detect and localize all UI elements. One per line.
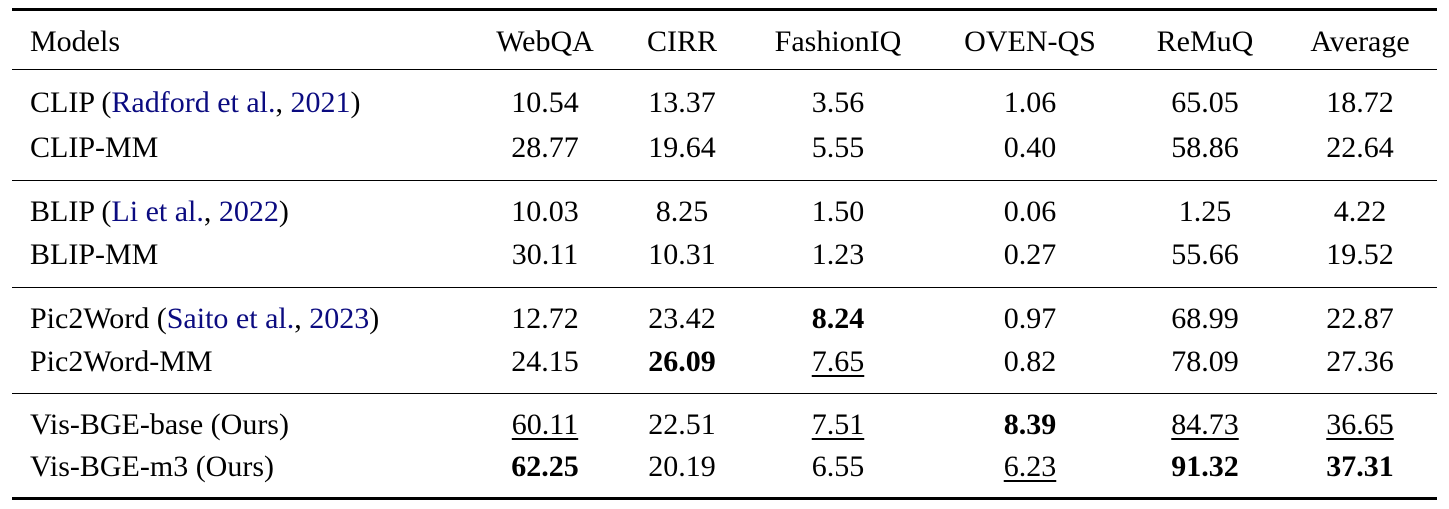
model-name: Vis-BGE-m3 (Ours) (30, 450, 274, 484)
model-name-text: CLIP (30, 86, 94, 119)
citation-year-link[interactable]: 2022 (218, 195, 279, 228)
group-rule (12, 393, 1437, 395)
citation-author-link[interactable]: Saito et al. (166, 302, 295, 335)
score-cell: 36.65 (1326, 408, 1394, 441)
model-name: CLIP (Radford et al., 2021) (30, 86, 361, 120)
score-cell: 68.99 (1171, 302, 1239, 335)
group-rule (12, 287, 1437, 289)
citation-open-paren: ( (149, 302, 167, 335)
score-cell: 62.25 (511, 450, 579, 483)
score-cell: 10.03 (511, 195, 579, 228)
score-cell: 60.11 (511, 408, 579, 441)
score-cell: 1.06 (1003, 86, 1057, 119)
score-cell: 84.73 (1171, 408, 1239, 441)
bottom-rule (12, 497, 1437, 500)
model-name-text: BLIP-MM (30, 238, 159, 271)
header-column: ReMuQ (1156, 25, 1254, 58)
top-rule (12, 8, 1437, 11)
score-cell: 24.15 (511, 345, 579, 378)
score-cell: 27.36 (1326, 345, 1394, 378)
citation-separator: , (275, 86, 291, 119)
score-cell: 26.09 (648, 345, 716, 378)
citation-close-paren: ) (278, 195, 289, 228)
score-cell: 0.97 (1003, 302, 1057, 335)
score-cell: 30.11 (511, 238, 579, 271)
score-cell: 22.87 (1326, 302, 1394, 335)
score-cell: 1.23 (811, 238, 865, 271)
score-cell: 4.22 (1333, 195, 1387, 228)
header-models: Models (30, 25, 120, 58)
score-cell: 65.05 (1171, 86, 1239, 119)
score-cell: 0.27 (1003, 238, 1057, 271)
score-cell: 1.50 (811, 195, 865, 228)
score-cell: 7.51 (811, 408, 865, 441)
model-name: BLIP-MM (30, 238, 158, 272)
score-cell: 19.64 (648, 131, 716, 164)
score-cell: 19.52 (1326, 238, 1394, 271)
group-rule (12, 180, 1437, 182)
score-cell: 18.72 (1326, 86, 1394, 119)
score-cell: 0.82 (1003, 345, 1057, 378)
model-name: Vis-BGE-base (Ours) (30, 408, 289, 442)
score-cell: 8.39 (1003, 408, 1057, 441)
header-column: OVEN-QS (964, 25, 1096, 58)
citation-open-paren: ( (93, 86, 112, 119)
score-cell: 28.77 (511, 131, 579, 164)
model-name-text: Pic2Word-MM (30, 345, 213, 378)
model-name: Pic2Word-MM (30, 345, 213, 379)
score-cell: 58.86 (1171, 131, 1239, 164)
score-cell: 5.55 (811, 131, 865, 164)
header-rule (12, 69, 1437, 71)
score-cell: 78.09 (1171, 345, 1239, 378)
score-cell: 6.23 (1003, 450, 1057, 483)
citation-author-link[interactable]: Radford et al. (111, 86, 276, 119)
score-cell: 37.31 (1326, 450, 1394, 483)
header-column: WebQA (496, 25, 594, 58)
citation-close-paren: ) (350, 86, 361, 119)
score-cell: 0.06 (1003, 195, 1057, 228)
model-name-text: Vis-BGE-m3 (Ours) (30, 450, 274, 483)
score-cell: 20.19 (648, 450, 716, 483)
score-cell: 8.25 (655, 195, 709, 228)
citation-open-paren: ( (93, 195, 112, 228)
header-column: FashionIQ (774, 25, 902, 58)
score-cell: 91.32 (1171, 450, 1239, 483)
score-cell: 55.66 (1171, 238, 1239, 271)
model-name: Pic2Word (Saito et al., 2023) (30, 302, 379, 336)
score-cell: 12.72 (511, 302, 579, 335)
score-cell: 3.56 (811, 86, 865, 119)
citation-separator: , (203, 195, 219, 228)
citation-year-link[interactable]: 2023 (309, 302, 370, 335)
score-cell: 10.54 (511, 86, 579, 119)
model-name: CLIP-MM (30, 131, 158, 165)
score-cell: 1.25 (1178, 195, 1232, 228)
score-cell: 10.31 (648, 238, 716, 271)
header-column: Average (1310, 25, 1410, 58)
citation-separator: , (294, 302, 310, 335)
score-cell: 0.40 (1003, 131, 1057, 164)
citation-author-link[interactable]: Li et al. (111, 195, 204, 228)
model-name-text: BLIP (30, 195, 94, 228)
score-cell: 7.65 (811, 345, 865, 378)
model-name-text: CLIP-MM (30, 131, 159, 164)
model-name: BLIP (Li et al., 2022) (30, 195, 289, 229)
score-cell: 23.42 (648, 302, 716, 335)
model-name-text: Vis-BGE-base (Ours) (30, 408, 289, 441)
score-cell: 13.37 (648, 86, 716, 119)
header-column: CIRR (646, 25, 718, 58)
score-cell: 8.24 (811, 302, 865, 335)
citation-year-link[interactable]: 2021 (290, 86, 351, 119)
citation-close-paren: ) (369, 302, 380, 335)
score-cell: 6.55 (811, 450, 865, 483)
model-name-text: Pic2Word (30, 302, 150, 335)
score-cell: 22.64 (1326, 131, 1394, 164)
score-cell: 22.51 (648, 408, 716, 441)
